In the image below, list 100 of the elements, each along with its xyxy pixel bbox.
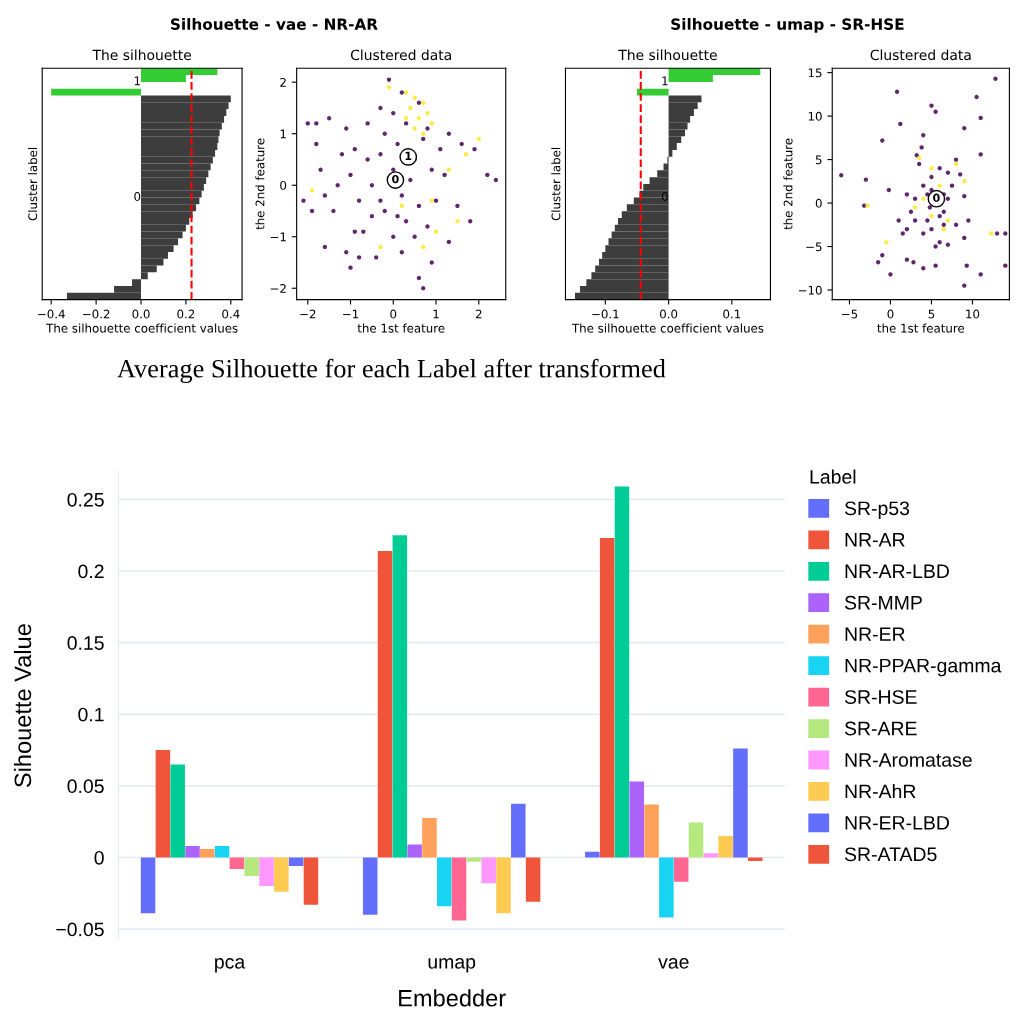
y-tick-label: 0.2 <box>78 564 104 579</box>
point <box>941 226 946 232</box>
point <box>929 166 934 171</box>
bar <box>481 857 496 884</box>
x-tick-label: 0.0 <box>132 309 150 319</box>
annotation: 0 <box>933 193 940 202</box>
bar <box>244 857 259 877</box>
y-tick-label: 15 <box>808 68 822 78</box>
y-axis-title: Cluster label <box>551 147 561 221</box>
y-tick-label: 0.15 <box>67 636 104 650</box>
y-tick-label: −10 <box>798 285 822 295</box>
text: Silhouette - vae - NR-AR <box>171 18 378 30</box>
y-tick-label: 10 <box>808 111 822 121</box>
x-tick-label: −0.2 <box>83 309 110 319</box>
y-tick-label: −2 <box>270 283 286 293</box>
point <box>386 85 392 90</box>
point <box>953 161 959 167</box>
bar <box>155 750 171 858</box>
point <box>399 203 405 209</box>
point <box>403 116 409 121</box>
bar <box>747 857 763 862</box>
bar <box>274 857 289 892</box>
y-axis-title: Cluster label <box>28 147 38 221</box>
point <box>378 244 383 250</box>
point <box>429 198 434 203</box>
chart-subtitle: Clustered data <box>870 49 971 61</box>
annotation: 0 <box>661 192 668 201</box>
bar <box>407 844 422 858</box>
legend-label: SR-ATAD5 <box>844 847 937 862</box>
x-tick-label: 2 <box>475 309 482 319</box>
legend-label: NR-ER-LBD <box>845 816 949 830</box>
legend-label: NR-PPAR-gamma <box>845 658 1002 677</box>
point <box>476 136 481 142</box>
x-tick-label: −0.1 <box>592 309 619 319</box>
x-tick-label: 5 <box>928 309 935 319</box>
legend-title: Label <box>810 469 856 484</box>
x-tick-label: vae <box>658 958 689 969</box>
legend-label: NR-AR <box>845 533 905 547</box>
legend-label: NR-AR-LBD <box>845 564 949 578</box>
annotation: 0 <box>134 192 141 201</box>
bar <box>229 857 245 869</box>
y-tick-label: 5 <box>815 155 822 165</box>
bar <box>496 857 511 914</box>
y-tick-label: 0.1 <box>78 707 104 722</box>
x-tick-label: 0.0 <box>659 309 678 319</box>
y-tick-label: −5 <box>806 242 822 252</box>
bar <box>377 550 393 858</box>
x-axis-title: The silhouette coefficient values <box>571 323 764 333</box>
bar <box>511 803 526 858</box>
point <box>446 167 452 172</box>
y-axis-title: the 2nd feature <box>255 138 265 230</box>
bar <box>688 822 704 858</box>
bar <box>170 764 185 858</box>
bar <box>451 857 467 921</box>
point <box>425 110 430 116</box>
legend-label: SR-p53 <box>844 501 910 520</box>
bar <box>362 857 378 915</box>
bar <box>436 857 452 907</box>
x-tick-label: −1 <box>343 309 359 319</box>
x-tick-label: 0.4 <box>222 309 240 319</box>
point <box>429 121 434 126</box>
chart-title: Silhouette - umap - SR-HSE <box>671 18 904 33</box>
point <box>403 90 409 95</box>
annotation: 1 <box>134 76 140 86</box>
x-axis-title: the 1st feature <box>357 323 445 333</box>
x-tick-label: 10 <box>966 309 980 319</box>
bar <box>733 748 748 858</box>
bar <box>585 851 600 858</box>
x-tick-label: −2 <box>300 309 316 319</box>
bar <box>703 853 719 858</box>
point <box>989 231 994 236</box>
chart-subtitle: The silhouette <box>92 49 192 61</box>
bar <box>614 486 630 858</box>
legend-label: SR-ARE <box>844 721 917 736</box>
point <box>455 219 460 224</box>
bar <box>718 835 733 858</box>
x-tick-label: 0 <box>887 309 894 319</box>
legend-label: NR-Aromatase <box>845 753 972 767</box>
x-tick-label: 0 <box>390 309 397 319</box>
y-axis-title: Sihouette Value <box>13 624 32 788</box>
point <box>421 244 426 250</box>
annotation: 0 <box>392 174 399 184</box>
x-tick-label: −5 <box>842 309 858 319</box>
y-tick-label: −1 <box>270 232 286 242</box>
point <box>945 218 951 223</box>
x-axis-title: The silhouette coefficient values <box>46 323 238 333</box>
point <box>421 100 426 105</box>
y-tick-label: 0 <box>280 180 287 190</box>
chart-title: Average Silhouette for each Label after transformed <box>117 358 666 384</box>
x-axis-title: the 1st feature <box>877 323 965 333</box>
bar <box>673 857 689 882</box>
bar <box>200 848 215 858</box>
y-axis-title: the 2nd feature <box>783 138 793 230</box>
bar <box>599 538 615 858</box>
x-tick-label: 0.1 <box>723 309 741 319</box>
bar <box>525 857 541 902</box>
bar <box>659 857 674 918</box>
chart-subtitle: The silhouette <box>618 49 717 61</box>
point <box>929 213 934 219</box>
legend-label: NR-AhR <box>845 784 916 799</box>
